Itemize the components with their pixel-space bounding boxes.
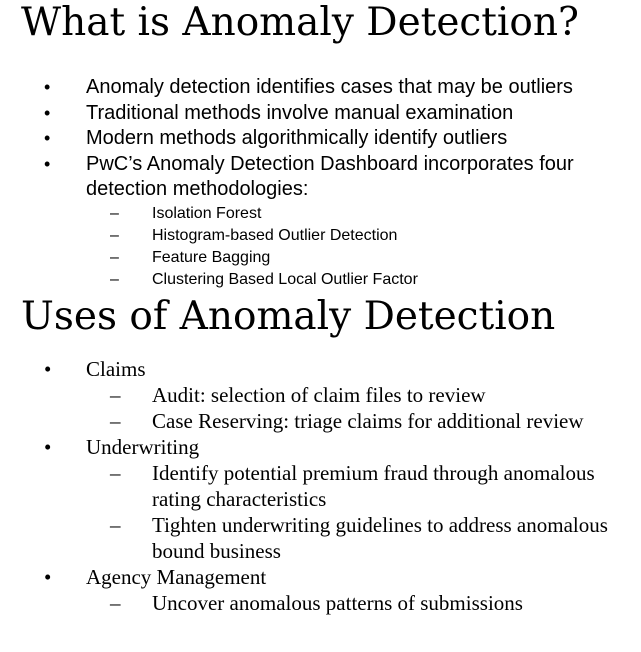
- sublist-item: – Histogram-based Outlier Detection: [0, 225, 641, 247]
- list-item-text: Modern methods algorithmically identify …: [86, 127, 508, 149]
- dash-icon: –: [110, 204, 119, 222]
- sublist-item-text: Histogram-based Outlier Detection: [152, 226, 398, 244]
- bullet-icon: •: [44, 77, 51, 97]
- bullet-icon: •: [44, 128, 51, 148]
- sublist-item-text: Case Reserving: triage claims for additi…: [152, 409, 584, 433]
- sublist-item-text: Uncover anomalous patterns of submission…: [152, 591, 523, 615]
- sublist-item-text: Tighten underwriting guidelines to addre…: [152, 513, 608, 563]
- list-item: • Underwriting – Identify potential prem…: [0, 434, 641, 564]
- bullet-icon: •: [44, 435, 52, 459]
- list-item-text: Agency Management: [86, 565, 267, 589]
- claims-sublist: – Audit: selection of claim files to rev…: [0, 382, 641, 434]
- sublist-item-text: Audit: selection of claim files to revie…: [152, 383, 486, 407]
- bullet-icon: •: [44, 565, 52, 589]
- dash-icon: –: [110, 513, 121, 537]
- sublist-item-text: Feature Bagging: [152, 248, 271, 266]
- sublist-item: – Isolation Forest: [0, 203, 641, 225]
- list-item: • Modern methods algorithmically identif…: [0, 126, 641, 152]
- list-item: • Anomaly detection identifies cases tha…: [0, 75, 641, 101]
- sublist-item: – Clustering Based Local Outlier Factor: [0, 269, 641, 291]
- sublist-item: – Uncover anomalous patterns of submissi…: [0, 590, 641, 616]
- uses-list: • Claims – Audit: selection of claim fil…: [0, 356, 641, 616]
- sublist-item: – Audit: selection of claim files to rev…: [0, 382, 641, 408]
- list-item-text: PwC’s Anomaly Detection Dashboard incorp…: [86, 152, 574, 201]
- bullet-icon: •: [44, 153, 51, 174]
- sublist-item: – Identify potential premium fraud throu…: [0, 460, 641, 512]
- dash-icon: –: [110, 270, 119, 288]
- sublist-item: – Case Reserving: triage claims for addi…: [0, 408, 641, 434]
- dash-icon: –: [110, 461, 121, 485]
- dash-icon: –: [110, 383, 121, 407]
- sublist-item: – Feature Bagging: [0, 247, 641, 269]
- bullet-icon: •: [44, 102, 51, 123]
- sublist-item-text: Isolation Forest: [152, 204, 262, 222]
- dash-icon: –: [110, 409, 121, 433]
- list-item: • PwC’s Anomaly Detection Dashboard inco…: [0, 152, 641, 291]
- agency-sublist: – Uncover anomalous patterns of submissi…: [0, 590, 641, 616]
- sublist-item: – Tighten underwriting guidelines to add…: [0, 512, 641, 564]
- underwriting-sublist: – Identify potential premium fraud throu…: [0, 460, 641, 564]
- list-item-text: Claims: [86, 357, 146, 381]
- section-title-uses: Uses of Anomaly Detection: [21, 294, 556, 339]
- list-item-text: Anomaly detection identifies cases that …: [86, 76, 573, 98]
- bullet-icon: •: [44, 357, 52, 381]
- dash-icon: –: [110, 226, 119, 244]
- what-is-list: • Anomaly detection identifies cases tha…: [0, 75, 641, 291]
- list-item: • Claims – Audit: selection of claim fil…: [0, 356, 641, 434]
- sublist-item-text: Clustering Based Local Outlier Factor: [152, 270, 418, 288]
- list-item: • Traditional methods involve manual exa…: [0, 101, 641, 127]
- list-item-text: Underwriting: [86, 435, 200, 459]
- dash-icon: –: [110, 248, 119, 266]
- list-item: • Agency Management – Uncover anomalous …: [0, 564, 641, 616]
- methodology-sublist: – Isolation Forest – Histogram-based Out…: [0, 203, 641, 291]
- section-title-what-is: What is Anomaly Detection?: [21, 0, 579, 45]
- list-item-text: Traditional methods involve manual exami…: [86, 101, 514, 124]
- sublist-item-text: Identify potential premium fraud through…: [152, 461, 595, 511]
- dash-icon: –: [110, 591, 121, 615]
